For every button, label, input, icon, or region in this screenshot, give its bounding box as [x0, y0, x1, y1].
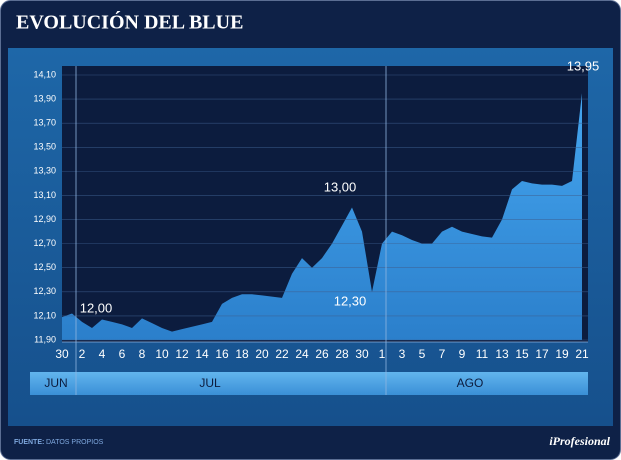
month-label: AGO — [457, 376, 484, 390]
x-tick-label: 4 — [99, 347, 106, 361]
y-tick-label: 13,10 — [33, 190, 56, 200]
x-tick-label: 8 — [139, 347, 146, 361]
y-tick-label: 12,70 — [33, 238, 56, 248]
x-tick-label: 9 — [459, 347, 466, 361]
y-tick-label: 12,30 — [33, 286, 56, 296]
x-tick-label: 7 — [439, 347, 446, 361]
x-tick-label: 30 — [55, 347, 69, 361]
x-tick-label: 28 — [335, 347, 349, 361]
chart-layer: 11,90 12,10 12,30 12,50 12,70 12,90 13,10 13,30… — [33, 58, 599, 395]
y-tick-label: 13,30 — [33, 166, 56, 176]
x-tick-label: 30 — [355, 347, 369, 361]
source-label: FUENTE: — [14, 439, 44, 446]
y-tick-label: 12,90 — [33, 214, 56, 224]
month-band — [30, 372, 588, 395]
annotation: 12,30 — [334, 293, 367, 308]
x-tick-label: 21 — [575, 347, 589, 361]
x-tick-label: 16 — [215, 347, 229, 361]
x-tick-label: 10 — [155, 347, 169, 361]
x-tick-label: 22 — [275, 347, 289, 361]
annotation: 12,00 — [80, 300, 113, 315]
y-tick-label: 13,70 — [33, 118, 56, 128]
x-tick-label: 1 — [379, 347, 386, 361]
area — [62, 93, 582, 341]
x-tick-label: 14 — [195, 347, 209, 361]
y-tick-label: 13,90 — [33, 93, 56, 103]
y-tick-label: 12,50 — [33, 262, 56, 272]
source: DATOS PROPIOS — [46, 439, 104, 446]
y-tick-label: 14,10 — [33, 69, 56, 79]
annotation: 13,00 — [324, 179, 357, 194]
x-tick-label: 2 — [79, 347, 86, 361]
chart-title: EVOLUCIÓN DEL BLUE — [16, 10, 243, 34]
y-tick-label: 12,10 — [33, 310, 56, 320]
x-tick-label: 18 — [235, 347, 249, 361]
x-tick-label: 6 — [119, 347, 126, 361]
x-tick-label: 11 — [476, 347, 489, 361]
x-tick-label: 24 — [295, 347, 309, 361]
month-label: JUN — [44, 376, 67, 390]
x-tick-label: 19 — [555, 347, 569, 361]
y-tick-label: 11,90 — [34, 334, 56, 344]
x-tick-label: 5 — [419, 347, 426, 361]
x-tick-label: 15 — [515, 347, 529, 361]
x-tick-label: 20 — [255, 347, 269, 361]
month-label: JUL — [199, 376, 221, 390]
x-tick-label: 13 — [495, 347, 509, 361]
x-tick-label: 26 — [315, 347, 329, 361]
y-tick-label: 13,50 — [33, 142, 56, 152]
brand-logo: iProfesional — [549, 434, 610, 448]
annotation: 13,95 — [567, 58, 600, 73]
x-tick-label: 17 — [535, 347, 549, 361]
x-tick-label: 12 — [175, 347, 189, 361]
x-tick-label: 3 — [399, 347, 406, 361]
